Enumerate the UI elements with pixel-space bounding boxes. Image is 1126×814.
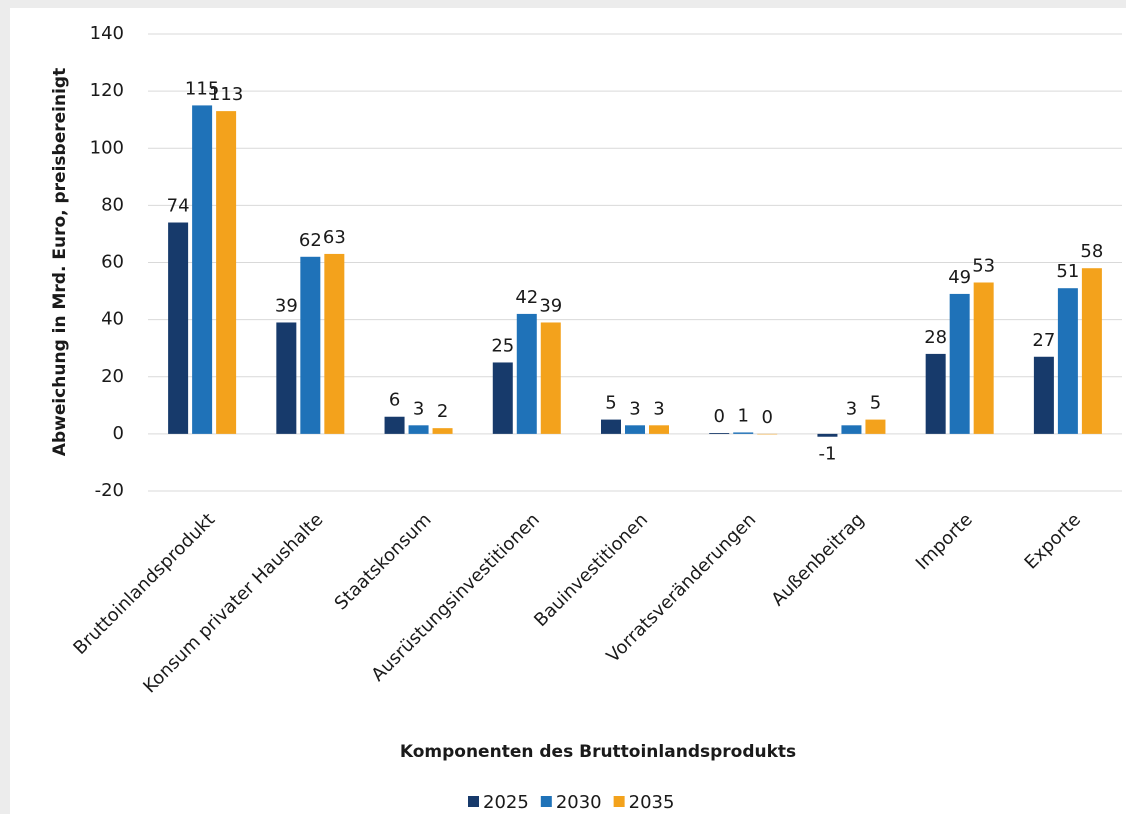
data-label: 28 <box>924 327 947 348</box>
y-tick-label: 120 <box>90 80 124 101</box>
data-label: 63 <box>323 227 346 248</box>
y-tick-label: 140 <box>90 23 124 44</box>
bar <box>757 433 778 435</box>
bar <box>817 433 838 437</box>
data-label: 3 <box>629 398 640 419</box>
data-label: 62 <box>299 230 322 251</box>
data-label: 39 <box>539 295 562 316</box>
bar <box>1081 268 1102 434</box>
data-label: 6 <box>389 390 400 411</box>
legend-swatch <box>540 796 552 807</box>
data-label: 39 <box>275 295 298 316</box>
y-axis-title: Abweichung in Mrd. Euro, preisbereinigt <box>50 68 70 456</box>
data-label: 3 <box>846 398 857 419</box>
bar <box>168 222 189 434</box>
legend-swatch <box>468 796 479 807</box>
bar <box>432 428 453 434</box>
bar <box>408 425 429 434</box>
data-label: 25 <box>491 335 514 356</box>
bar <box>516 313 537 434</box>
data-label: 3 <box>413 398 424 419</box>
bar <box>216 111 237 434</box>
bar <box>384 416 405 434</box>
data-label: -1 <box>818 444 836 465</box>
data-label: 115 <box>185 78 219 99</box>
legend-label: 2030 <box>556 792 602 813</box>
x-axis-title: Komponenten des Bruttoinlandsprodukts <box>400 742 796 762</box>
data-label: 2 <box>437 401 448 422</box>
data-label: 42 <box>515 287 538 308</box>
bar <box>324 253 345 434</box>
data-label: 53 <box>972 255 995 276</box>
y-tick-label: 40 <box>101 309 124 330</box>
y-tick-label: 100 <box>90 137 124 158</box>
y-tick-label: 80 <box>101 194 124 215</box>
y-tick-label: 0 <box>113 423 124 444</box>
data-label: 113 <box>209 84 243 105</box>
legend-label: 2025 <box>483 792 529 813</box>
bar <box>973 282 994 434</box>
legend-swatch <box>613 796 625 807</box>
bar <box>949 293 970 434</box>
bar <box>492 362 513 434</box>
data-label: 3 <box>653 398 664 419</box>
data-label: 58 <box>1080 241 1103 262</box>
bar <box>649 425 669 434</box>
bar <box>841 425 862 434</box>
data-label: 74 <box>167 196 190 217</box>
y-tick-label: 60 <box>101 252 124 273</box>
data-label: 49 <box>948 267 971 288</box>
bar <box>1057 288 1078 434</box>
data-label: 0 <box>761 407 772 428</box>
y-tick-label: -20 <box>95 480 124 501</box>
bar <box>925 353 946 434</box>
bar <box>601 419 621 434</box>
data-label: 27 <box>1032 330 1055 351</box>
data-label: 51 <box>1056 261 1079 282</box>
y-tick-label: 20 <box>101 366 124 387</box>
bar <box>192 105 213 434</box>
data-label: 5 <box>605 393 616 414</box>
bar <box>276 322 297 434</box>
legend-label: 2035 <box>629 792 675 813</box>
data-label: 0 <box>713 406 724 427</box>
data-label: 1 <box>737 405 748 426</box>
bar <box>300 256 321 434</box>
bar <box>709 433 730 434</box>
bar <box>733 432 754 434</box>
bar <box>1033 356 1054 434</box>
bar <box>540 322 561 434</box>
bar <box>865 419 886 434</box>
data-label: 5 <box>870 393 881 414</box>
bar <box>625 425 645 434</box>
